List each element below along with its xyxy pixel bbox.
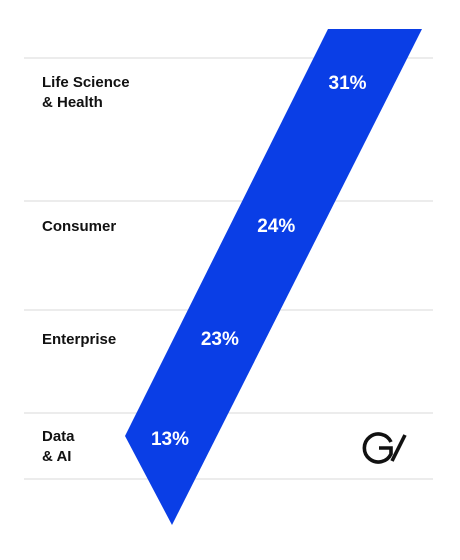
allocation-band — [125, 29, 422, 525]
value-label: 24% — [257, 216, 295, 237]
category-label: Consumer — [42, 218, 116, 235]
category-label-line: Consumer — [42, 218, 116, 235]
value-label: 13% — [151, 429, 189, 450]
category-labels: Life Science & Health Consumer Enterprise Da… — [42, 74, 130, 465]
value-labels: 31% 24% 23% 13% — [151, 73, 367, 450]
category-label-line: Life Science — [42, 74, 130, 91]
value-label: 31% — [329, 73, 367, 94]
category-label-line: Data — [42, 428, 75, 445]
gv-logo-icon — [362, 432, 407, 464]
category-label: Enterprise — [42, 331, 116, 348]
category-label: Data & AI — [42, 428, 75, 465]
category-label-line: Enterprise — [42, 331, 116, 348]
category-label: Life Science & Health — [42, 74, 130, 111]
category-label-line: & AI — [42, 448, 71, 465]
category-label-line: & Health — [42, 94, 103, 111]
value-label: 23% — [201, 329, 239, 350]
